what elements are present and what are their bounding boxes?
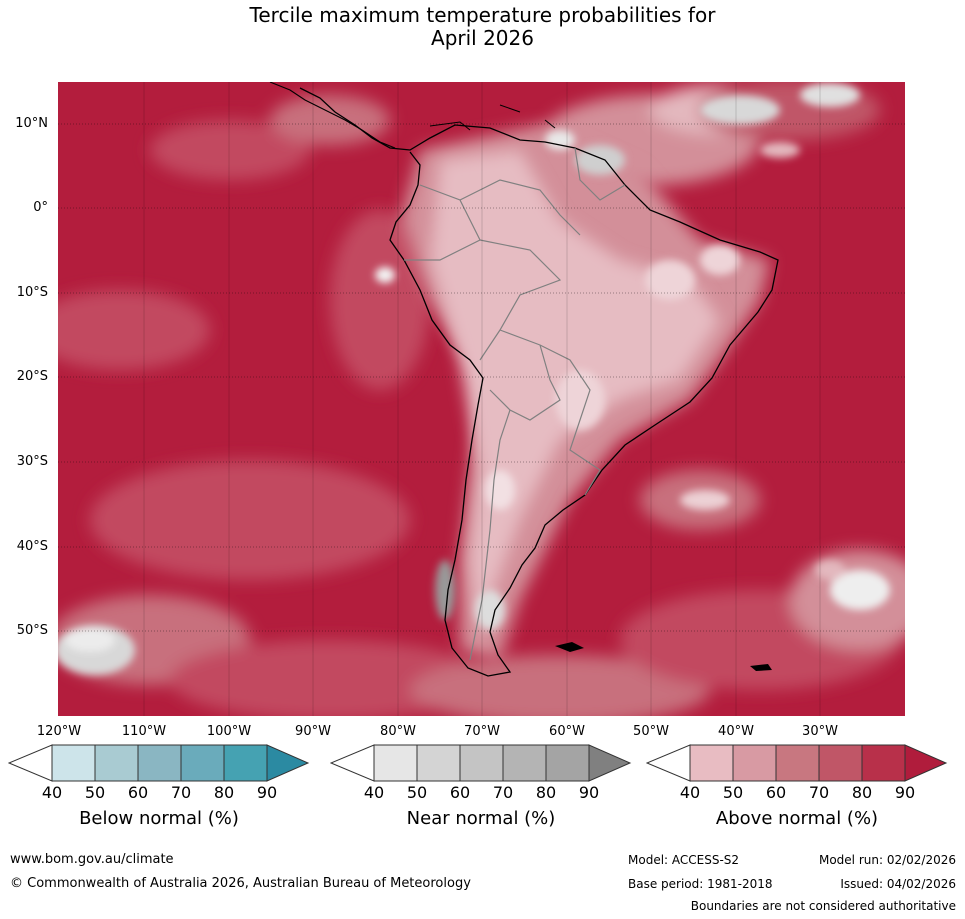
near-bar-low-triangle — [330, 744, 375, 782]
lat-label-30s: 30°S — [16, 454, 48, 469]
above-tick-50: 50 — [722, 783, 744, 802]
lon-label-90w: 90°W — [295, 724, 331, 739]
above-tick-60: 60 — [765, 783, 787, 802]
copyright-text: © Commonwealth of Australia 2026, Austra… — [10, 876, 471, 891]
lon-label-50w: 50°W — [633, 724, 669, 739]
below-tick-40: 40 — [41, 783, 63, 802]
lat-label-20s: 20°S — [16, 369, 48, 384]
below-tick-80: 80 — [213, 783, 235, 802]
near-bar-segment-3 — [459, 744, 504, 782]
below-tick-70: 70 — [170, 783, 192, 802]
lon-label-80w: 80°W — [380, 724, 416, 739]
colorbar-label-below: Below normal (%) — [79, 808, 239, 829]
colorbar-above-normal — [646, 744, 948, 782]
near-tick-70: 70 — [492, 783, 514, 802]
lat-label-10n: 10°N — [15, 116, 48, 131]
title-line-2: April 2026 — [431, 26, 534, 50]
above-bar-low-triangle — [646, 744, 691, 782]
below-bar-low-triangle — [8, 744, 53, 782]
longitude-gridlines — [143, 82, 821, 716]
latitude-gridlines — [58, 123, 905, 632]
above-bar-segment-4 — [818, 744, 863, 782]
colorbar-label-near: Near normal (%) — [406, 808, 556, 829]
below-tick-60: 60 — [127, 783, 149, 802]
model-run-date: Model run: 02/02/2026 — [818, 853, 956, 867]
lon-label-40w: 40°W — [718, 724, 754, 739]
lon-label-110w: 110°W — [121, 724, 167, 739]
central-america-coast — [269, 82, 396, 149]
near-bar-segment-1 — [373, 744, 418, 782]
lon-label-70w: 70°W — [464, 724, 500, 739]
colorbar-below-normal — [8, 744, 310, 782]
colorbar-label-above: Above normal (%) — [715, 808, 879, 829]
website-link[interactable]: www.bom.gov.au/climate — [10, 852, 174, 867]
lat-label-40s: 40°S — [16, 539, 48, 554]
country-boundaries — [404, 147, 626, 661]
colorbar-near-normal — [330, 744, 632, 782]
below-bar-segment-3 — [137, 744, 182, 782]
above-tick-70: 70 — [808, 783, 830, 802]
near-tick-90: 90 — [578, 783, 600, 802]
lon-label-60w: 60°W — [549, 724, 585, 739]
near-bar-segment-2 — [416, 744, 461, 782]
below-bar-segment-5 — [223, 744, 268, 782]
map-title: Tercile maximum temperature probabilitie… — [0, 4, 965, 50]
below-bar-segment-2 — [94, 744, 139, 782]
above-tick-80: 80 — [851, 783, 873, 802]
below-bar-high-triangle — [266, 744, 310, 782]
lon-label-100w: 100°W — [206, 724, 252, 739]
south-georgia — [750, 664, 772, 671]
above-bar-segment-3 — [775, 744, 820, 782]
boundaries-disclaimer: Boundaries are not considered authoritat… — [690, 899, 956, 913]
below-bar-segment-4 — [180, 744, 225, 782]
above-tick-90: 90 — [894, 783, 916, 802]
model-name: Model: ACCESS-S2 — [628, 853, 740, 867]
lat-label-0: 0° — [33, 200, 48, 215]
title-line-1: Tercile maximum temperature probabilitie… — [249, 3, 716, 27]
base-period: Base period: 1981-2018 — [628, 877, 773, 891]
coastline — [299, 87, 779, 677]
issued-date: Issued: 04/02/2026 — [840, 877, 956, 891]
near-tick-60: 60 — [449, 783, 471, 802]
lon-label-30w: 30°W — [802, 724, 838, 739]
above-bar-segment-1 — [689, 744, 734, 782]
near-bar-segment-4 — [502, 744, 547, 782]
near-tick-40: 40 — [363, 783, 385, 802]
land-light-patches — [375, 130, 740, 630]
near-tick-80: 80 — [535, 783, 557, 802]
near-tick-50: 50 — [406, 783, 428, 802]
above-bar-high-triangle — [904, 744, 948, 782]
below-bar-segment-1 — [51, 744, 96, 782]
ocean-light-patches — [58, 83, 890, 675]
near-bar-high-triangle — [588, 744, 632, 782]
above-bar-segment-5 — [861, 744, 906, 782]
lat-label-10s: 10°S — [16, 285, 48, 300]
falkland-islands — [555, 642, 584, 652]
lon-label-120w: 120°W — [36, 724, 82, 739]
below-tick-50: 50 — [84, 783, 106, 802]
above-bar-segment-2 — [732, 744, 777, 782]
near-bar-segment-5 — [545, 744, 590, 782]
below-tick-90: 90 — [256, 783, 278, 802]
lat-label-50s: 50°S — [16, 623, 48, 638]
above-tick-40: 40 — [679, 783, 701, 802]
